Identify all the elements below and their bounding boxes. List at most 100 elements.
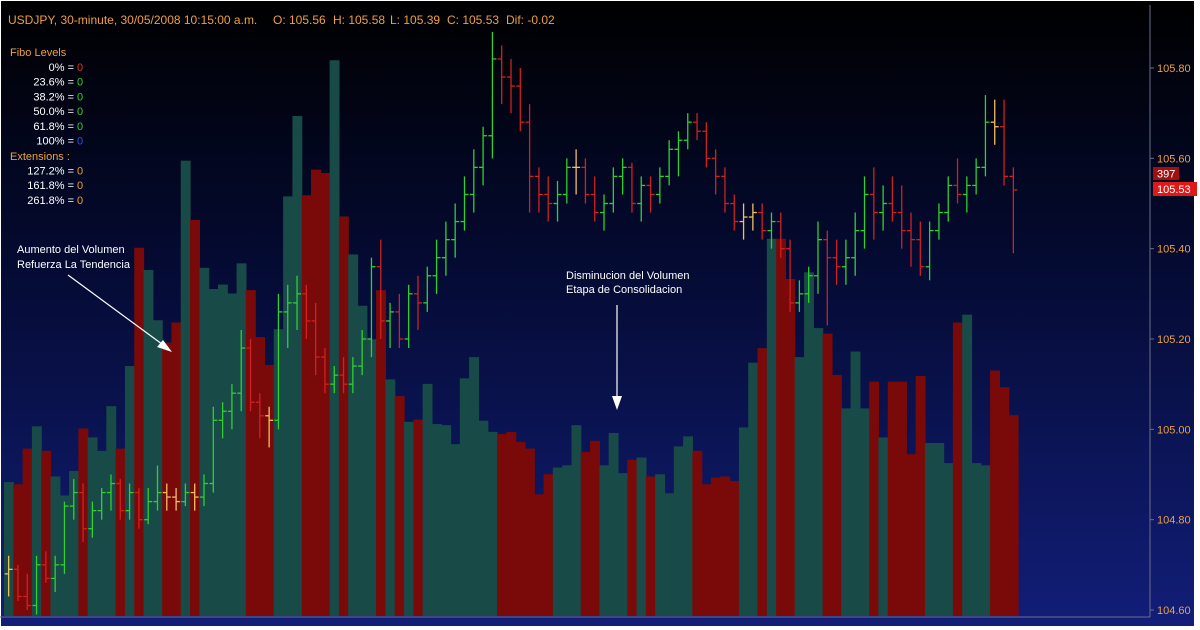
- price-bar: [441, 221, 450, 276]
- price-tick-label: 104.60: [1157, 605, 1191, 617]
- volume-bar: [422, 383, 433, 616]
- volume-bar: [822, 333, 833, 616]
- volume-bar: [906, 454, 917, 616]
- price-bar: [162, 483, 171, 511]
- price-tick-label: 105.00: [1157, 424, 1191, 436]
- volume-bar: [264, 364, 275, 616]
- fibo-extensions-title: Extensions :: [10, 151, 70, 163]
- price-tick-label: 104.80: [1157, 515, 1191, 527]
- fibo-level-label: 100% =: [36, 136, 74, 148]
- price-bar: [153, 465, 162, 511]
- annotation-left-line2: Refuerza La Tendencia: [17, 259, 131, 271]
- price-bar: [88, 501, 97, 538]
- symbol-info: USDJPY, 30-minute, 30/05/2008 10:15:00 a…: [8, 13, 257, 27]
- price-bar: [562, 158, 571, 204]
- price-bar: [711, 149, 720, 195]
- price-bar: [934, 203, 943, 240]
- price-bar: [181, 483, 190, 507]
- annotation-center-line2: Etapa de Consolidacion: [566, 284, 682, 296]
- price-bar: [534, 167, 543, 213]
- volume-bar: [831, 374, 842, 616]
- price-bar: [246, 339, 255, 412]
- volume-bar: [487, 431, 498, 616]
- price-bar: [209, 406, 218, 493]
- price-bar: [1009, 167, 1018, 254]
- fibo-level-value: 0: [77, 106, 83, 118]
- volume-bar: [97, 450, 107, 616]
- price-bar: [655, 167, 664, 204]
- close-value: C: 105.53: [447, 13, 499, 27]
- price-bar: [200, 474, 209, 507]
- volume-bar: [813, 328, 824, 616]
- price-bar: [218, 402, 227, 439]
- volume-bar: [162, 342, 173, 616]
- volume-bar: [385, 379, 396, 616]
- volume-bar: [887, 381, 898, 616]
- volume-bar: [869, 381, 880, 616]
- price-bar: [413, 275, 422, 330]
- price-bar: [404, 284, 413, 349]
- price-bar: [758, 203, 767, 240]
- volume-bar: [590, 440, 600, 616]
- fibo-level-value: 0: [77, 180, 83, 192]
- volume-bar: [115, 448, 126, 616]
- volume-bar: [217, 284, 228, 616]
- volume-bar: [543, 474, 554, 616]
- price-bar: [944, 176, 953, 222]
- volume-bar: [338, 216, 349, 616]
- price-bar: [693, 113, 702, 141]
- price-bar: [776, 212, 785, 258]
- volume-bar: [180, 160, 191, 617]
- price-bar: [395, 293, 404, 349]
- price-bar: [804, 266, 813, 303]
- price-bar: [348, 357, 357, 394]
- price-bar: [730, 194, 739, 231]
- price-bar: [767, 212, 776, 249]
- price-bar: [237, 329, 246, 412]
- price-bar: [330, 366, 339, 394]
- volume-bar: [552, 467, 563, 616]
- last-volume-label: 397: [1157, 169, 1175, 181]
- fibo-level-value: 0: [77, 136, 83, 148]
- fibo-level-label: 50.0% =: [33, 106, 74, 118]
- price-bar: [293, 275, 302, 330]
- price-bar: [832, 239, 841, 285]
- volume-bar: [580, 451, 591, 616]
- price-bar: [925, 221, 934, 281]
- price-bar: [553, 180, 562, 222]
- price-bar: [590, 176, 599, 222]
- fibo-level-value: 0: [77, 91, 83, 103]
- price-bar: [255, 393, 264, 439]
- dif-value: Dif: -0.02: [506, 13, 555, 27]
- price-bar: [860, 176, 869, 249]
- price-bar: [907, 212, 916, 267]
- volume-bar: [776, 238, 787, 617]
- open-value: O: 105.56: [273, 13, 326, 27]
- price-bar: [702, 122, 711, 168]
- volume-bar: [720, 476, 731, 616]
- price-bar: [507, 58, 515, 114]
- price-bar: [283, 284, 292, 349]
- price-bar: [386, 302, 395, 349]
- volume-bar: [1008, 415, 1019, 616]
- price-bar: [720, 167, 729, 213]
- volume-bar: [692, 450, 703, 616]
- fibo-level-label: 61.8% =: [33, 121, 74, 133]
- price-bar: [488, 31, 497, 159]
- price-bar: [190, 483, 199, 511]
- price-bar: [572, 149, 581, 195]
- volume-bar: [673, 446, 684, 616]
- volume-bar: [785, 278, 796, 616]
- price-bar: [13, 564, 22, 601]
- price-bar: [609, 167, 618, 213]
- low-value: L: 105.39: [390, 13, 440, 27]
- arrow-center-head: [612, 396, 622, 410]
- volume-bar: [645, 476, 656, 616]
- volume-bar: [41, 450, 52, 616]
- fibo-level-value: 0: [77, 77, 83, 89]
- volume-bar: [515, 441, 526, 616]
- fibo-title: Fibo Levels: [10, 47, 67, 59]
- volume-bar: [69, 470, 80, 616]
- price-bar: [4, 555, 13, 597]
